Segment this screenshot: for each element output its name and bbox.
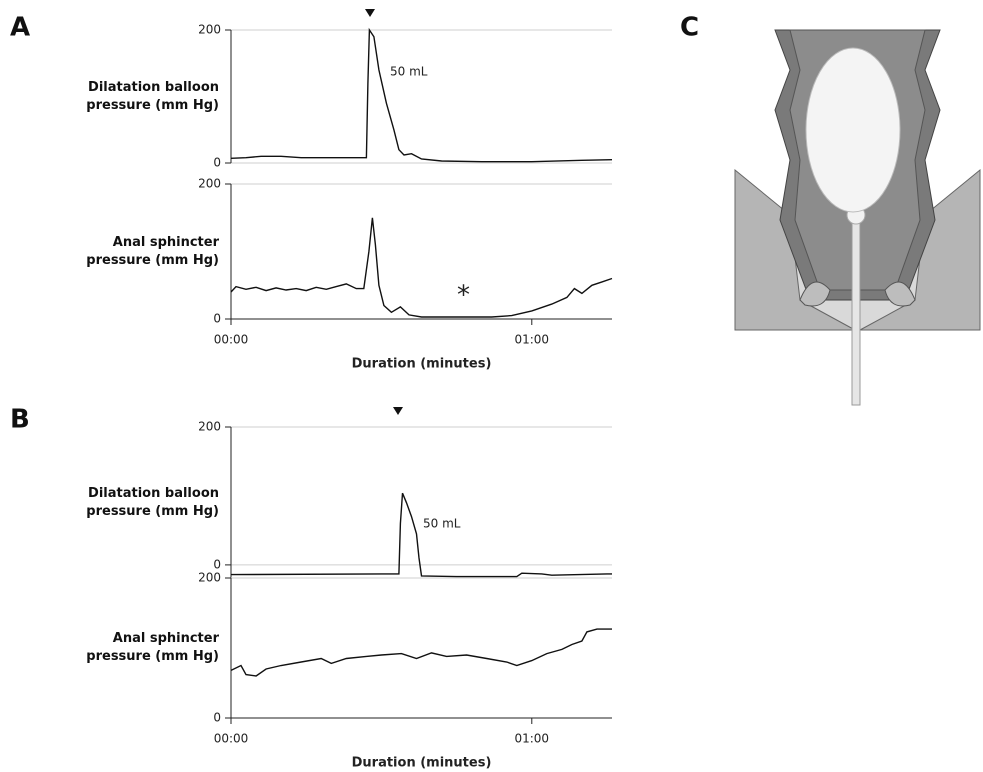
trace (230, 628, 612, 677)
stimulus-marker (365, 9, 375, 17)
y-tick-label: 0 (213, 156, 221, 170)
y-axis-title: Dilatation balloon pressure (mm Hg) (86, 485, 219, 519)
x-tick-label: 01:00 (514, 732, 549, 746)
y-tick-label: 0 (213, 312, 221, 326)
x-axis-title: Duration (minutes) (352, 357, 492, 372)
y-tick-label: 0 (213, 711, 221, 725)
x-tick-label: 01:00 (514, 333, 549, 347)
annotation: 50 mL (390, 65, 428, 79)
trace (230, 492, 612, 578)
y-axis-title: Dilatation balloon pressure (mm Hg) (86, 79, 219, 113)
y-tick-label: 200 (198, 177, 221, 191)
y-axis-title: Anal sphincter pressure (mm Hg) (86, 234, 219, 268)
anatomy-illustration (734, 29, 981, 406)
annotation: 50 mL (423, 517, 461, 531)
y-axis-title: Anal sphincter pressure (mm Hg) (86, 631, 219, 664)
annotation: * (457, 281, 470, 311)
panel-label: B (10, 405, 30, 435)
y-tick-label: 200 (198, 420, 221, 434)
x-tick-label: 00:00 (214, 333, 249, 347)
x-axis-title: Duration (minutes) (352, 756, 492, 771)
stimulus-marker (393, 407, 403, 415)
y-tick-label: 0 (213, 557, 221, 571)
trace (230, 217, 613, 318)
panel-label: A (10, 13, 30, 43)
panel-label: C (680, 13, 699, 43)
x-tick-label: 00:00 (214, 732, 249, 746)
trace (230, 27, 613, 163)
y-tick-label: 200 (198, 571, 221, 585)
y-tick-label: 200 (198, 23, 221, 37)
